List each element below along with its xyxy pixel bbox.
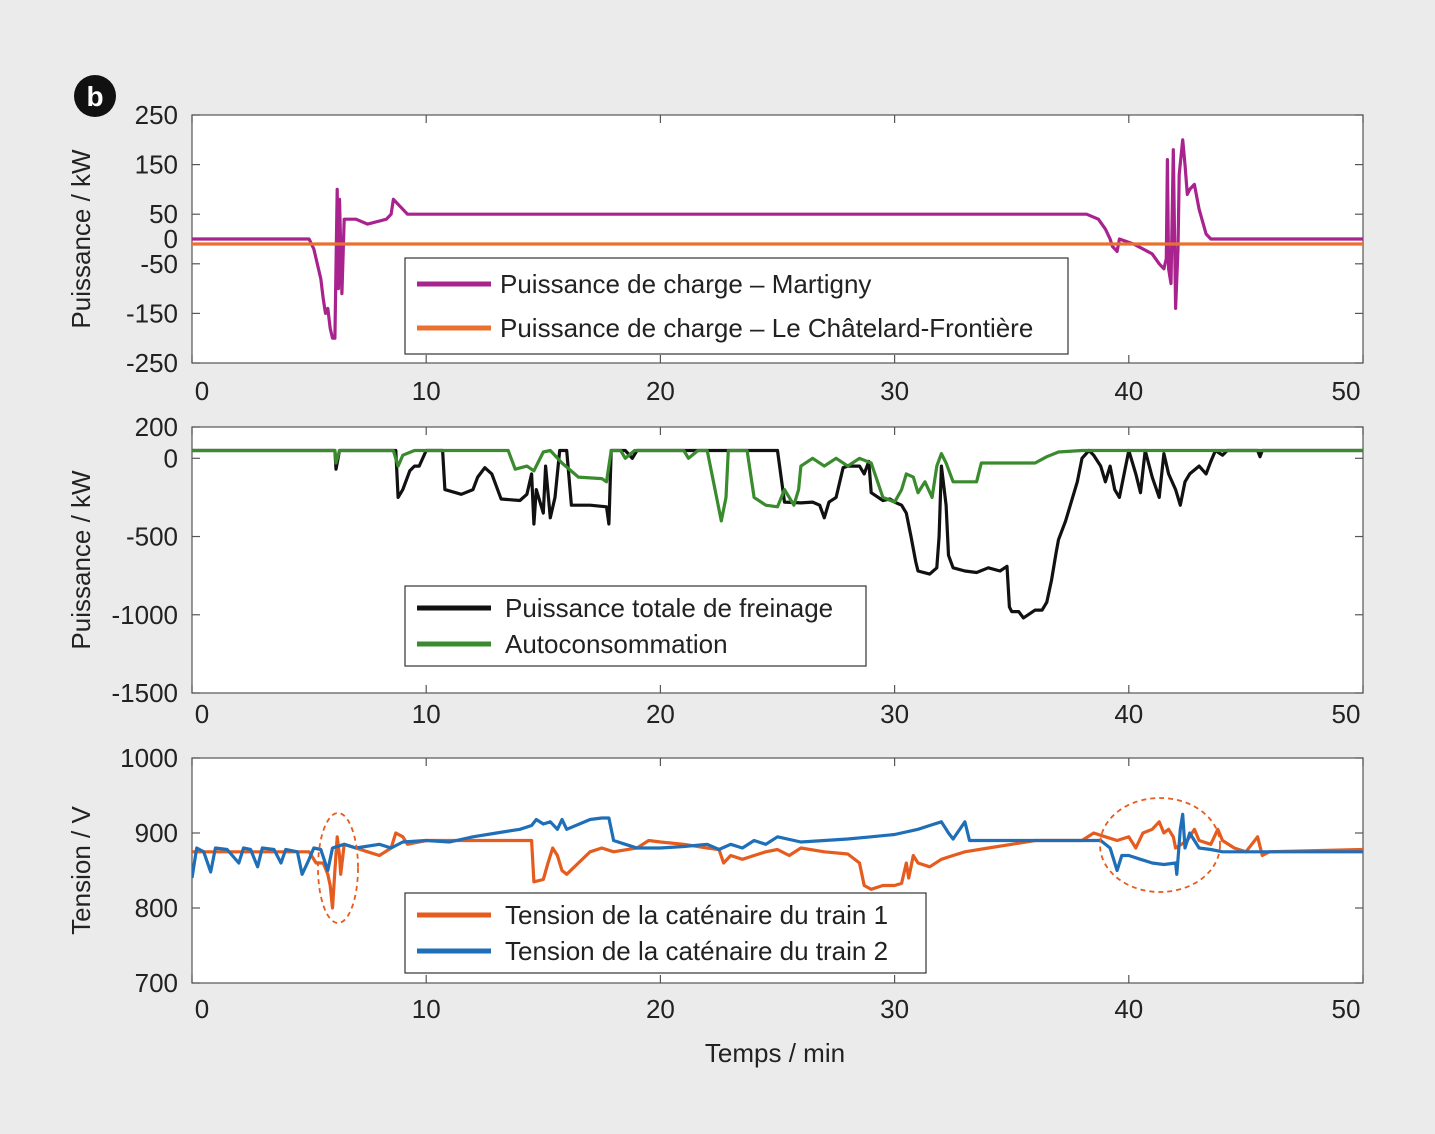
x-tick-label: 20	[646, 376, 675, 406]
series-line-2	[192, 812, 1363, 879]
legend: Tension de la caténaire du train 1 Tensio…	[404, 892, 927, 974]
x-tick-label: 50	[1332, 376, 1361, 406]
y-tick-label: -1500	[112, 678, 179, 708]
y-tick-label: 900	[135, 818, 178, 848]
legend: Puissance totale de freinage Autoconsomma…	[404, 585, 867, 667]
y-tick-label: -50	[140, 249, 178, 279]
y-axis-title: Tension / V	[66, 806, 96, 935]
y-tick-label: -150	[126, 298, 178, 328]
x-tick-label: 30	[880, 699, 909, 729]
y-axis-title: Puissance / kW	[66, 470, 96, 650]
x-tick-label: 20	[646, 994, 675, 1024]
legend-label: Puissance de charge – Le Châtelard-Front…	[500, 313, 1033, 343]
x-tick-label: 30	[880, 376, 909, 406]
x-axis-title: Temps / min	[705, 1038, 845, 1068]
series-line-2	[192, 448, 1363, 523]
y-tick-label: 0	[164, 224, 178, 254]
x-tick-label: 30	[880, 994, 909, 1024]
y-tick-label: 800	[135, 893, 178, 923]
y-tick-label: -250	[126, 348, 178, 378]
panel-badge-circle	[74, 75, 116, 117]
legend-box	[404, 892, 927, 974]
x-tick-label: 20	[646, 699, 675, 729]
legend-box	[404, 585, 867, 667]
x-tick-label: 10	[412, 699, 441, 729]
x-tick-label: 40	[1114, 699, 1143, 729]
highlight-ellipse-left	[317, 812, 359, 924]
legend-label: Puissance totale de freinage	[505, 593, 833, 623]
y-tick-label: 150	[135, 150, 178, 180]
y-tick-label: 250	[135, 100, 178, 130]
y-tick-label: 1000	[120, 743, 178, 773]
y-tick-label: 50	[149, 199, 178, 229]
x-tick-label: 50	[1332, 994, 1361, 1024]
y-tick-label: 0	[164, 443, 178, 473]
y-axis-title: Puissance / kW	[66, 149, 96, 329]
legend-label: Tension de la caténaire du train 2	[505, 936, 888, 966]
y-tick-label: 700	[135, 968, 178, 998]
series-line-1	[192, 820, 1363, 910]
y-tick-label: 200	[135, 412, 178, 442]
x-tick-label: 0	[195, 699, 209, 729]
panel-badge-label: b	[86, 81, 103, 112]
y-tick-label: -500	[126, 522, 178, 552]
series-line-1	[192, 138, 1363, 340]
x-tick-label: 10	[412, 994, 441, 1024]
legend-box	[404, 257, 1069, 355]
chart-bottom: 1000 900 800 700 0 10 20 30 40 50 Tension / V Tensi…	[66, 743, 1364, 1024]
x-tick-label: 40	[1114, 376, 1143, 406]
legend-label: Autoconsommation	[505, 629, 728, 659]
x-tick-label: 0	[195, 994, 209, 1024]
x-tick-label: 0	[195, 376, 209, 406]
legend: Puissance de charge – Martigny Puissance …	[404, 257, 1069, 355]
x-tick-label: 40	[1114, 994, 1143, 1024]
x-tick-label: 50	[1332, 699, 1361, 729]
panel-badge: b	[74, 75, 116, 117]
highlight-ellipse-right	[1099, 797, 1221, 893]
legend-label: Puissance de charge – Martigny	[500, 269, 871, 299]
y-tick-label: -1000	[112, 600, 179, 630]
legend-label: Tension de la caténaire du train 1	[505, 900, 888, 930]
series-line-1	[192, 448, 1363, 620]
x-tick-label: 10	[412, 376, 441, 406]
annotation-highlights	[317, 797, 1221, 924]
